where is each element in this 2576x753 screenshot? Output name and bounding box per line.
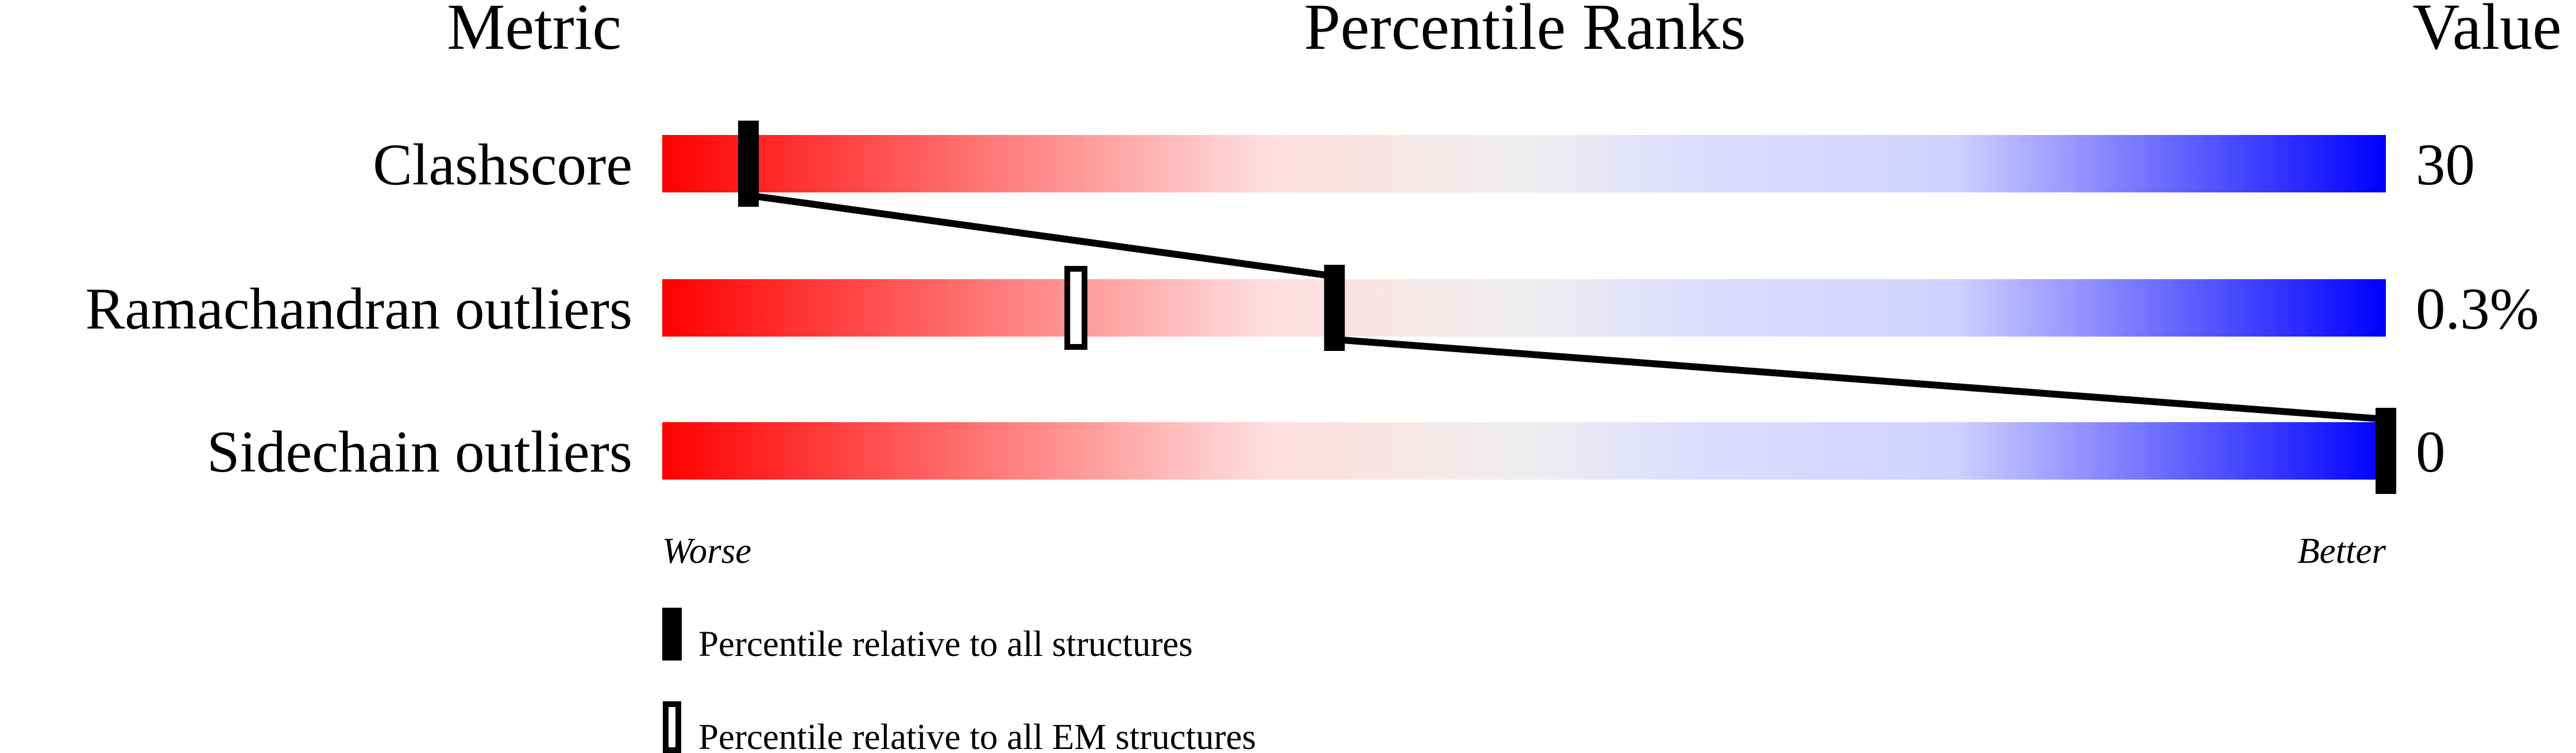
percentile-bar bbox=[662, 279, 2386, 337]
percentile-bar bbox=[662, 135, 2386, 192]
metric-value: 0.3% bbox=[2416, 276, 2539, 342]
all-percentile-marker bbox=[1324, 265, 1345, 351]
em-percentile-marker bbox=[1064, 266, 1088, 350]
axis-better-label: Better bbox=[2297, 531, 2386, 571]
metric-value: 0 bbox=[2416, 419, 2446, 485]
header-percentile-ranks: Percentile Ranks bbox=[1304, 0, 1745, 63]
metric-label: Sidechain outliers bbox=[207, 419, 632, 485]
legend-all-marker bbox=[662, 608, 682, 661]
legend-all-label: Percentile relative to all structures bbox=[698, 624, 1193, 664]
header-metric: Metric bbox=[447, 0, 621, 63]
metric-value: 30 bbox=[2416, 132, 2475, 198]
all-percentile-marker bbox=[738, 121, 759, 207]
all-percentile-marker bbox=[2376, 408, 2396, 494]
metric-label: Ramachandran outliers bbox=[86, 276, 632, 342]
percentile-bar bbox=[662, 422, 2386, 480]
legend-em-marker bbox=[663, 701, 681, 753]
legend-em-label: Percentile relative to all EM structures bbox=[698, 717, 1256, 753]
metric-label: Clashscore bbox=[373, 132, 632, 198]
header-value: Value bbox=[2412, 0, 2562, 63]
axis-worse-label: Worse bbox=[662, 531, 751, 571]
